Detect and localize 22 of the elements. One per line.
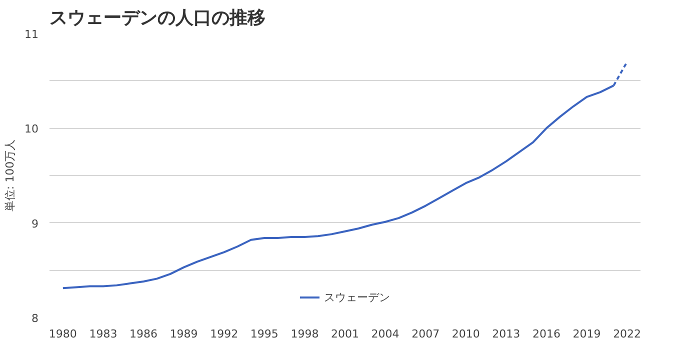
x-tick-label: 1983 [89, 328, 118, 340]
y-tick-label: 9 [32, 217, 38, 230]
x-tick-label: 2007 [412, 328, 440, 340]
chart-title: スウェーデンの人口の推移 [50, 8, 266, 28]
x-tick-label: 2016 [532, 328, 560, 340]
y-tick-label: 8 [32, 312, 38, 325]
x-tick-label: 2022 [613, 328, 642, 340]
y-tick-label: 11 [24, 28, 39, 41]
x-tick-label: 1989 [170, 328, 198, 340]
y-axis-title: 単位: 100万人 [4, 139, 17, 212]
x-tick-label: 2004 [371, 328, 400, 340]
x-tick-label: 1995 [250, 328, 278, 340]
x-tick-label: 2019 [572, 328, 601, 340]
legend-label: スウェーデン [324, 290, 390, 304]
y-tick-label: 10 [24, 122, 39, 136]
x-tick-label: 2001 [331, 328, 360, 340]
x-tick-label: 2010 [452, 328, 480, 340]
x-tick-label: 1992 [210, 328, 238, 340]
x-tick-label: 2013 [492, 328, 520, 340]
x-tick-label: 1980 [48, 328, 77, 340]
x-tick-label: 1998 [290, 328, 319, 340]
x-tick-label: 1986 [130, 328, 158, 340]
